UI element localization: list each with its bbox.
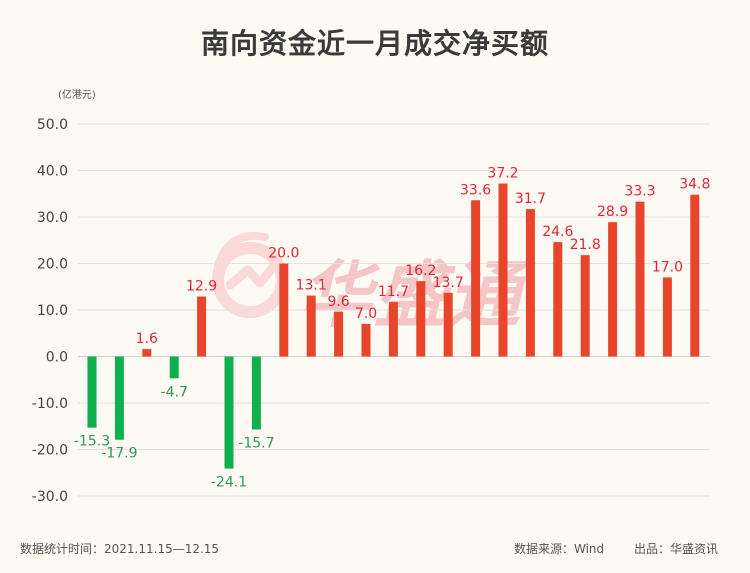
y-tick-label: 50.0 xyxy=(37,117,68,133)
footer-source: 数据来源：Wind xyxy=(514,542,605,556)
data-label: 1.6 xyxy=(136,331,158,347)
data-label: -15.3 xyxy=(74,434,110,450)
y-axis-ticks: 50.0 40.0 30.0 20.0 10.0 0.0 -10.0 -20.0 -30.0 xyxy=(32,117,68,505)
y-tick-label: -30.0 xyxy=(32,489,68,505)
data-label: -24.1 xyxy=(211,475,247,491)
data-label: 31.7 xyxy=(515,191,546,207)
bar xyxy=(279,263,289,357)
bar xyxy=(334,311,344,357)
chart-title: 南向资金近一月成交净买额 xyxy=(200,27,549,60)
y-tick-label: 0.0 xyxy=(46,350,68,366)
data-labels: -15.3-17.9 1.6 -4.7 12.9 -24.1 -15.7 20.0 13.19… xyxy=(74,166,711,491)
data-label: 33.3 xyxy=(624,184,655,200)
data-label: 21.8 xyxy=(570,237,601,253)
bar xyxy=(142,349,152,357)
footer-producer: 出品：华盛资讯 xyxy=(634,542,719,556)
bar xyxy=(251,356,261,430)
data-label: 17.0 xyxy=(652,259,683,275)
bar xyxy=(471,200,481,357)
bar xyxy=(608,222,618,357)
bar xyxy=(635,201,645,357)
data-label: 7.0 xyxy=(355,306,377,322)
gridlines xyxy=(78,123,710,497)
bar xyxy=(580,255,590,357)
y-tick-label: 20.0 xyxy=(37,257,68,273)
bar xyxy=(525,209,535,357)
y-axis-unit-label: (亿港元) xyxy=(58,90,96,101)
bar xyxy=(416,281,426,357)
bar xyxy=(306,295,316,357)
data-label: 12.9 xyxy=(186,279,217,295)
bar xyxy=(690,194,700,357)
data-label: 16.2 xyxy=(405,263,436,279)
bar xyxy=(388,302,398,357)
data-label: 24.6 xyxy=(542,224,573,240)
y-tick-label: 40.0 xyxy=(37,164,68,180)
bar xyxy=(224,356,234,469)
y-tick-label: -10.0 xyxy=(32,396,68,412)
y-tick-label: -20.0 xyxy=(32,443,68,459)
data-label: -17.9 xyxy=(101,446,137,462)
data-label: 9.6 xyxy=(327,294,349,310)
bar xyxy=(498,183,508,357)
bar xyxy=(361,323,371,357)
data-label: 28.9 xyxy=(597,204,628,220)
data-label: -4.7 xyxy=(161,384,188,400)
data-label: -15.7 xyxy=(238,436,274,452)
bar xyxy=(197,296,207,357)
data-label: 37.2 xyxy=(487,166,518,182)
data-label: 34.8 xyxy=(679,177,710,193)
bars xyxy=(87,183,700,469)
bar xyxy=(662,277,672,357)
y-tick-label: 30.0 xyxy=(37,210,68,226)
data-label: 13.7 xyxy=(433,275,464,291)
data-label: 13.1 xyxy=(296,278,327,294)
bar xyxy=(114,356,124,440)
data-label: 20.0 xyxy=(268,246,299,262)
data-label: 33.6 xyxy=(460,182,491,198)
bar xyxy=(87,356,97,428)
bar xyxy=(169,356,179,379)
bar xyxy=(443,292,453,357)
bar xyxy=(553,242,563,357)
data-label: 11.7 xyxy=(378,284,409,300)
footer-date-range: 数据统计时间：2021.11.15—12.15 xyxy=(20,542,220,556)
y-tick-label: 10.0 xyxy=(37,303,68,319)
